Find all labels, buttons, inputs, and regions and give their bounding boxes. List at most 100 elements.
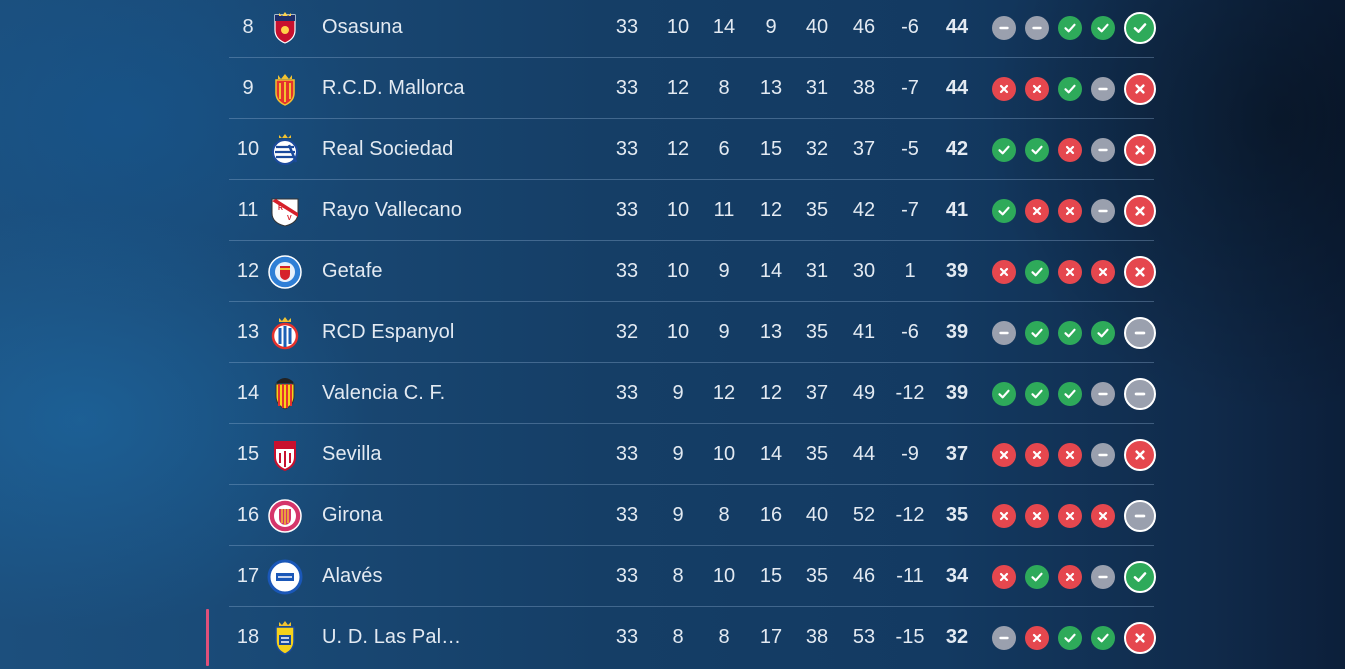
- form-loss-cross-icon[interactable]: [1025, 198, 1049, 223]
- form-draw-minus-icon[interactable]: [1091, 442, 1115, 467]
- form-draw-minus-icon[interactable]: [1091, 76, 1115, 101]
- points: 44: [945, 16, 969, 38]
- form-loss-cross-icon[interactable]: [992, 442, 1016, 467]
- espanyol-crest-icon: [267, 315, 303, 351]
- form-win-latest-check-icon[interactable]: [1124, 560, 1156, 593]
- form-loss-cross-icon[interactable]: [1091, 503, 1115, 528]
- drawn: 8: [718, 77, 730, 99]
- form-win-check-icon[interactable]: [1091, 625, 1115, 650]
- won: 8: [672, 626, 684, 648]
- team-name[interactable]: Alavés: [322, 565, 383, 587]
- team-name[interactable]: Rayo Vallecano: [322, 199, 463, 221]
- points: 44: [945, 77, 969, 99]
- lost: 16: [759, 504, 783, 526]
- team-name[interactable]: RCD Espanyol: [322, 321, 455, 343]
- form-loss-cross-icon[interactable]: [1058, 198, 1082, 223]
- form-loss-cross-icon[interactable]: [1025, 503, 1049, 528]
- form-loss-cross-icon[interactable]: [1058, 564, 1082, 589]
- form-loss-cross-icon[interactable]: [1058, 137, 1082, 162]
- goal-difference: 1: [904, 260, 916, 282]
- form-win-latest-check-icon[interactable]: [1124, 11, 1156, 44]
- standings-row[interactable]: 12 Getafe 33 10 9 14 31 30 1 39: [229, 241, 1156, 302]
- team-name[interactable]: R.C.D. Mallorca: [322, 77, 465, 99]
- form-win-check-icon[interactable]: [1058, 320, 1082, 345]
- form-draw-minus-icon[interactable]: [1091, 198, 1115, 223]
- form-loss-latest-cross-icon[interactable]: [1124, 621, 1156, 654]
- standings-row[interactable]: 16 Girona 33 9 8 16 40 52 -12 35: [229, 485, 1156, 546]
- drawn: 9: [718, 321, 730, 343]
- form-loss-latest-cross-icon[interactable]: [1124, 133, 1156, 166]
- form-win-check-icon[interactable]: [1025, 137, 1049, 162]
- form-loss-cross-icon[interactable]: [1025, 625, 1049, 650]
- form-loss-cross-icon[interactable]: [1058, 503, 1082, 528]
- recent-form: [992, 607, 1156, 668]
- form-loss-cross-icon[interactable]: [992, 503, 1016, 528]
- form-win-check-icon[interactable]: [1025, 381, 1049, 406]
- form-win-check-icon[interactable]: [1058, 76, 1082, 101]
- team-name[interactable]: Sevilla: [322, 443, 382, 465]
- form-loss-cross-icon[interactable]: [992, 259, 1016, 284]
- form-win-check-icon[interactable]: [1025, 564, 1049, 589]
- form-win-check-icon[interactable]: [1025, 320, 1049, 345]
- standings-row[interactable]: 9 R.C.D. Mallorca 33 12 8 13 31 38 -7 44: [229, 58, 1156, 119]
- team-name[interactable]: Osasuna: [322, 16, 403, 38]
- form-loss-cross-icon[interactable]: [1025, 442, 1049, 467]
- standings-row[interactable]: 8 Osasuna 33 10 14 9 40 46 -6 44: [229, 0, 1156, 58]
- goals-against: 52: [852, 504, 876, 526]
- goals-for: 31: [805, 77, 829, 99]
- form-draw-latest-minus-icon[interactable]: [1124, 377, 1156, 410]
- form-draw-minus-icon[interactable]: [992, 15, 1016, 40]
- form-draw-minus-icon[interactable]: [1091, 564, 1115, 589]
- goals-for: 35: [805, 565, 829, 587]
- form-loss-cross-icon[interactable]: [992, 564, 1016, 589]
- form-win-check-icon[interactable]: [1058, 15, 1082, 40]
- form-loss-cross-icon[interactable]: [1058, 259, 1082, 284]
- standings-row[interactable]: 13 RCD Espanyol 32 10 9 13 35 41 -6 39: [229, 302, 1156, 363]
- form-draw-latest-minus-icon[interactable]: [1124, 316, 1156, 349]
- form-loss-latest-cross-icon[interactable]: [1124, 72, 1156, 105]
- form-loss-cross-icon[interactable]: [1058, 442, 1082, 467]
- standings-table: 8 Osasuna 33 10 14 9 40 46 -6 44 9 R.C.D. Mallorca 3…: [206, 0, 1156, 668]
- form-loss-latest-cross-icon[interactable]: [1124, 194, 1156, 227]
- form-draw-minus-icon[interactable]: [1025, 15, 1049, 40]
- standings-row[interactable]: 18 U. D. Las Pal… 33 8 8 17 38 53 -15 32: [206, 607, 1156, 668]
- standings-row[interactable]: 15 Sevilla 33 9 10 14 35 44 -9 37: [229, 424, 1156, 485]
- points: 35: [945, 504, 969, 526]
- won: 10: [666, 199, 690, 221]
- played: 32: [615, 321, 639, 343]
- standings-row[interactable]: 10 Real Sociedad 33 12 6 15 32 37 -5 42: [229, 119, 1156, 180]
- form-draw-minus-icon[interactable]: [992, 320, 1016, 345]
- form-win-check-icon[interactable]: [1091, 15, 1115, 40]
- form-win-check-icon[interactable]: [992, 137, 1016, 162]
- form-loss-cross-icon[interactable]: [992, 76, 1016, 101]
- form-win-check-icon[interactable]: [1058, 381, 1082, 406]
- form-draw-minus-icon[interactable]: [992, 625, 1016, 650]
- team-name[interactable]: U. D. Las Pal…: [322, 626, 462, 648]
- team-name[interactable]: Getafe: [322, 260, 383, 282]
- team-name[interactable]: Real Sociedad: [322, 138, 454, 160]
- form-win-check-icon[interactable]: [992, 198, 1016, 223]
- form-win-check-icon[interactable]: [992, 381, 1016, 406]
- las-palmas-crest-icon: [267, 620, 303, 656]
- form-draw-minus-icon[interactable]: [1091, 137, 1115, 162]
- lost: 15: [759, 138, 783, 160]
- goal-difference: -12: [895, 504, 925, 526]
- form-loss-latest-cross-icon[interactable]: [1124, 255, 1156, 288]
- form-draw-latest-minus-icon[interactable]: [1124, 499, 1156, 532]
- goals-for: 40: [805, 504, 829, 526]
- form-win-check-icon[interactable]: [1091, 320, 1115, 345]
- goals-against: 44: [852, 443, 876, 465]
- form-draw-minus-icon[interactable]: [1091, 381, 1115, 406]
- team-name[interactable]: Valencia C. F.: [322, 382, 446, 404]
- played: 33: [615, 443, 639, 465]
- standings-row[interactable]: 17 Alavés 33 8 10 15 35 46 -11 34: [229, 546, 1156, 607]
- drawn: 11: [713, 199, 735, 221]
- form-loss-cross-icon[interactable]: [1025, 76, 1049, 101]
- form-loss-cross-icon[interactable]: [1091, 259, 1115, 284]
- form-win-check-icon[interactable]: [1025, 259, 1049, 284]
- standings-row[interactable]: 11 R V Rayo Vallecano 33 10 11 12 35 42 -7 41: [229, 180, 1156, 241]
- standings-row[interactable]: 14 Valencia C. F. 33 9 12 12 37 49 -12 39: [229, 363, 1156, 424]
- form-loss-latest-cross-icon[interactable]: [1124, 438, 1156, 471]
- form-win-check-icon[interactable]: [1058, 625, 1082, 650]
- team-name[interactable]: Girona: [322, 504, 383, 526]
